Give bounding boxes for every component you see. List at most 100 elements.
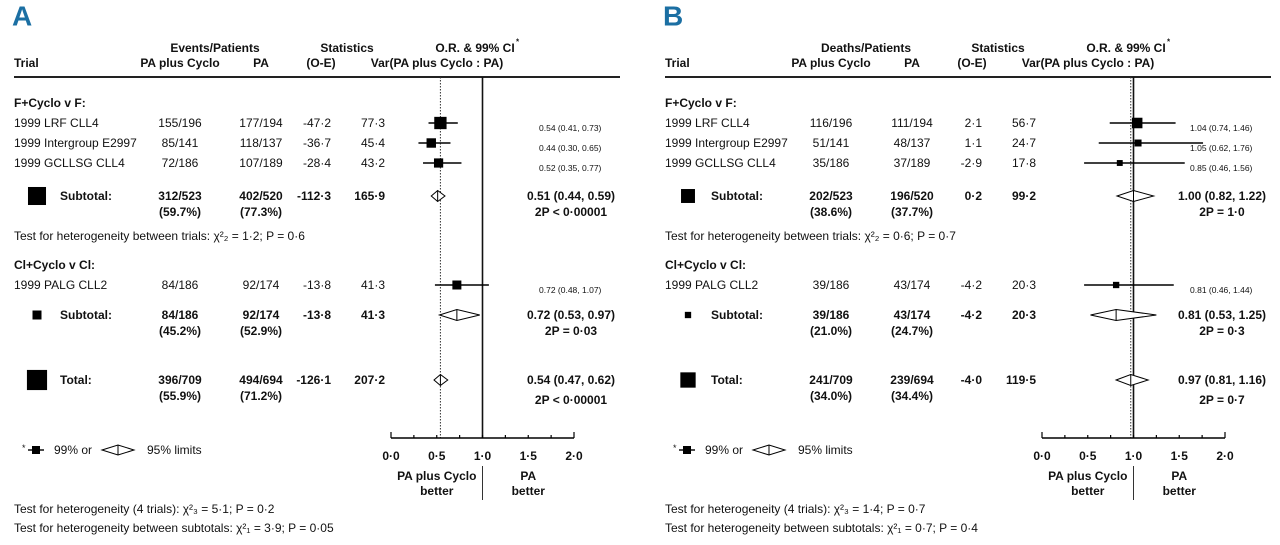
p-value-text: 2P = 0·3	[1199, 324, 1245, 338]
variance-value: 207·2	[354, 373, 385, 387]
trial-or-ci-text: 0.85 (0.46, 1.56)	[1190, 163, 1253, 173]
x-tick-label: 1·0	[1125, 449, 1143, 463]
point-estimate-square	[434, 116, 447, 130]
trial-or-ci-text: 1.05 (0.62, 1.76)	[1190, 143, 1253, 153]
treatment-events: 85/141	[162, 136, 199, 150]
treatment-percent: (34.0%)	[810, 389, 852, 403]
o-minus-e-value: -112·3	[297, 189, 331, 203]
trial-or-ci-text: 0.81 (0.46, 1.44)	[1190, 285, 1253, 295]
trial-or-ci-text: 0.52 (0.35, 0.77)	[539, 163, 602, 173]
variance-value: 20·3	[1012, 278, 1036, 292]
control-events: 37/189	[894, 156, 931, 170]
footer-heterogeneity-subtotals: Test for heterogeneity between subtotals…	[14, 521, 334, 535]
control-events: 43/174	[894, 278, 931, 292]
treatment-events: 39/186	[813, 278, 850, 292]
control-events: 177/194	[239, 116, 283, 130]
variance-value: 45·4	[361, 136, 385, 150]
trial-name: 1999 LRF CLL4	[665, 116, 750, 130]
control-events: 48/137	[894, 136, 931, 150]
treatment-percent: (59.7%)	[159, 205, 201, 219]
treatment-percent: (21.0%)	[810, 324, 852, 338]
summary-or-ci-text: 0.54 (0.47, 0.62)	[527, 373, 615, 387]
point-estimate-square	[426, 138, 436, 148]
header-or-ci: O.R. & 99% CI	[1086, 41, 1165, 55]
control-percent: (71.2%)	[240, 389, 282, 403]
x-tick-label: 2·0	[565, 449, 583, 463]
favours-left-label: PA plus Cyclo	[1048, 469, 1127, 483]
trial-or-ci-text: 1.04 (0.74, 1.46)	[1190, 123, 1253, 133]
favours-left-label: better	[420, 484, 454, 498]
legend-95-label: 95% limits	[147, 443, 202, 457]
subtotal-label: Subtotal:	[711, 189, 763, 203]
trial-name: 1999 Intergroup E2997	[665, 136, 788, 150]
treatment-events: 39/186	[813, 308, 850, 322]
point-estimate-square	[1112, 281, 1120, 289]
control-percent: (37.7%)	[891, 205, 933, 219]
legend-square-icon	[683, 446, 691, 454]
variance-value: 41·3	[361, 278, 385, 292]
control-percent: (34.4%)	[891, 389, 933, 403]
treatment-percent: (38.6%)	[810, 205, 852, 219]
x-tick-label: 2·0	[1216, 449, 1234, 463]
trial-name: 1999 Intergroup E2997	[14, 136, 137, 150]
favours-right-label: better	[1163, 484, 1197, 498]
o-minus-e-value: 1·1	[965, 136, 983, 150]
treatment-events: 202/523	[809, 189, 853, 203]
control-percent: (24.7%)	[891, 324, 933, 338]
summary-diamond	[1114, 373, 1150, 387]
summary-or-ci-text: 0.97 (0.81, 1.16)	[1178, 373, 1266, 387]
group-heading: Cl+Cyclo v Cl:	[14, 258, 95, 272]
p-value-text: 2P < 0·00001	[535, 205, 608, 219]
o-minus-e-value: -13·8	[303, 278, 331, 292]
trial-or-ci-text: 0.44 (0.30, 0.65)	[539, 143, 602, 153]
group-heading: F+Cyclo v F:	[665, 96, 737, 110]
variance-value: 17·8	[1012, 156, 1036, 170]
treatment-events: 84/186	[162, 278, 199, 292]
trial-or-ci-text: 0.72 (0.48, 1.07)	[539, 285, 602, 295]
p-value-text: 2P = 1·0	[1199, 205, 1245, 219]
total-weight-square	[680, 372, 696, 388]
favours-left-label: PA plus Cyclo	[397, 469, 476, 483]
treatment-events: 312/523	[158, 189, 202, 203]
header-treatment: PA plus Cyclo	[140, 56, 219, 70]
header-control: PA	[253, 56, 269, 70]
legend-95-label: 95% limits	[798, 443, 853, 457]
treatment-events: 241/709	[809, 373, 853, 387]
trial-name: 1999 GCLLSG CLL4	[665, 156, 776, 170]
group-heading: F+Cyclo v F:	[14, 96, 86, 110]
legend-square-icon	[32, 446, 40, 454]
treatment-events: 72/186	[162, 156, 199, 170]
treatment-percent: (55.9%)	[159, 389, 201, 403]
variance-value: 119·5	[1006, 373, 1036, 387]
p-value-text: 2P = 0·03	[545, 324, 597, 338]
o-minus-e-value: -126·1	[296, 373, 331, 387]
header-group-label: Events/Patients	[170, 41, 260, 55]
header-group-label: Deaths/Patients	[821, 41, 911, 55]
x-tick-label: 0·5	[1079, 449, 1097, 463]
point-estimate-square	[452, 280, 462, 290]
group-heading: Cl+Cyclo v Cl:	[665, 258, 746, 272]
control-events: 402/520	[239, 189, 283, 203]
x-tick-label: 0·0	[382, 449, 400, 463]
header-control: PA	[904, 56, 920, 70]
header-o-minus-e: (O-E)	[306, 56, 335, 70]
variance-value: 56·7	[1012, 116, 1036, 130]
treatment-events: 51/141	[813, 136, 850, 150]
panel-letter: B	[663, 1, 683, 32]
treatment-events: 396/709	[158, 373, 202, 387]
treatment-events: 35/186	[813, 156, 850, 170]
o-minus-e-value: -4·2	[961, 308, 983, 322]
x-tick-label: 1·5	[1171, 449, 1189, 463]
header-asterisk: *	[516, 38, 520, 47]
variance-value: 165·9	[354, 189, 385, 203]
control-events: 92/174	[243, 278, 280, 292]
header-treatment: PA plus Cyclo	[791, 56, 870, 70]
subtotal-label: Subtotal:	[711, 308, 763, 322]
x-tick-label: 0·5	[428, 449, 446, 463]
total-label: Total:	[60, 373, 92, 387]
summary-or-ci-text: 0.51 (0.44, 0.59)	[527, 189, 615, 203]
variance-value: 77·3	[361, 116, 385, 130]
